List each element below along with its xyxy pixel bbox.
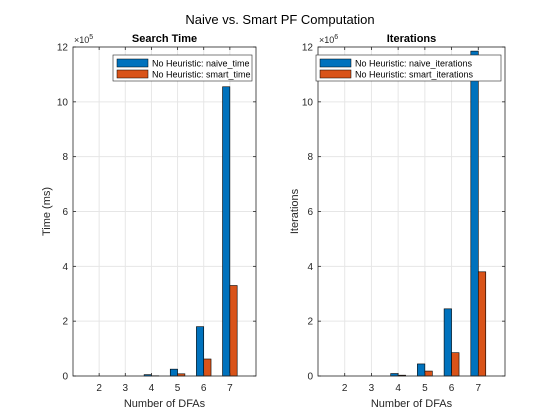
bar-naive-5 [417, 363, 426, 377]
bar-naive-6 [196, 326, 205, 377]
y-tick-label: 10 [302, 97, 314, 108]
x-tick-label: 3 [369, 383, 375, 394]
legend-swatch-naive [319, 58, 352, 68]
x-tick-label: 6 [449, 383, 455, 394]
y-exponent-power: 5 [89, 34, 93, 41]
x-tick-label: 2 [96, 383, 102, 394]
x-tick-label: 4 [395, 383, 401, 394]
x-tick-label: 7 [227, 383, 233, 394]
y-tick-label: 4 [62, 262, 68, 273]
y-tick-label: 4 [307, 262, 313, 273]
y-tick-label: 2 [62, 317, 68, 328]
x-tick-label: 5 [422, 383, 428, 394]
y-tick-label: 12 [302, 43, 314, 54]
y-tick-label: 6 [62, 207, 68, 218]
bar-smart-7 [477, 271, 487, 377]
y-exponent-label: ×105 [74, 34, 93, 45]
bar-smart-6 [451, 352, 460, 377]
legend-entry-smart: No Heuristic: smart_time [152, 70, 251, 80]
x-axis-label: Number of DFAs [371, 398, 453, 410]
y-tick-label: 0 [62, 372, 68, 383]
legend-entry-smart: No Heuristic: smart_iterations [355, 70, 474, 80]
x-tick-label: 7 [476, 383, 482, 394]
y-tick-label: 8 [62, 152, 68, 163]
x-axis-label: Number of DFAs [124, 398, 206, 410]
bar-smart-6 [203, 358, 212, 377]
legend-swatch-naive [116, 58, 149, 68]
y-axis-label: Time (ms) [41, 187, 53, 236]
y-tick-label: 0 [307, 372, 313, 383]
bar-naive-7 [222, 86, 231, 377]
y-exponent-base: ×10 [319, 35, 334, 45]
chart-title: Search Time [132, 33, 197, 45]
bar-naive-6 [443, 308, 452, 377]
figure-title: Naive vs. Smart PF Computation [185, 12, 374, 27]
x-tick-label: 3 [123, 383, 129, 394]
x-tick-label: 2 [342, 383, 348, 394]
x-tick-label: 5 [175, 383, 181, 394]
y-tick-label: 10 [57, 97, 69, 108]
y-axis-label: Iterations [289, 188, 301, 234]
legend-swatch-smart [319, 69, 352, 79]
legend-entry-naive: No Heuristic: naive_time [152, 59, 250, 69]
y-exponent-label: ×106 [319, 34, 338, 45]
y-tick-label: 8 [307, 152, 313, 163]
chart-title: Iterations [387, 33, 437, 45]
y-exponent-power: 6 [334, 34, 338, 41]
x-tick-label: 6 [201, 383, 207, 394]
bar-naive-7 [470, 50, 479, 377]
legend-entry-naive: No Heuristic: naive_iterations [355, 59, 473, 69]
x-tick-label: 4 [149, 383, 155, 394]
y-tick-label: 6 [307, 207, 313, 218]
bar-smart-5 [424, 370, 433, 377]
bar-naive-5 [169, 368, 178, 377]
y-exponent-base: ×10 [74, 35, 89, 45]
y-tick-label: 2 [307, 317, 313, 328]
y-tick-label: 12 [57, 43, 69, 54]
legend-swatch-smart [116, 69, 149, 79]
bar-smart-7 [229, 285, 238, 377]
